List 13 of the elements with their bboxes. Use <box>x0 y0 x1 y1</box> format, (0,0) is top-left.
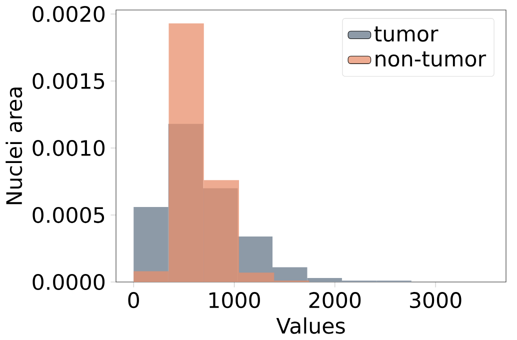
y-tick-label: 0.0020 <box>32 6 105 22</box>
y-axis-title: Nuclei area <box>6 88 22 204</box>
x-tick-label: 1000 <box>209 292 260 308</box>
x-tick-label: 2000 <box>309 292 361 308</box>
x-axis-title: Values <box>276 317 345 334</box>
y-tick-label: 0.0010 <box>32 140 105 156</box>
legend-label: non-tumor <box>376 51 486 67</box>
y-tick-label: 0.0000 <box>32 274 105 290</box>
x-tick-label: 3000 <box>410 292 462 308</box>
y-tick-label: 0.0015 <box>32 72 104 90</box>
x-tick-label: 0 <box>128 292 139 308</box>
legend-label: tumor <box>374 26 438 42</box>
y-tick-label: 0.0005 <box>32 206 104 224</box>
